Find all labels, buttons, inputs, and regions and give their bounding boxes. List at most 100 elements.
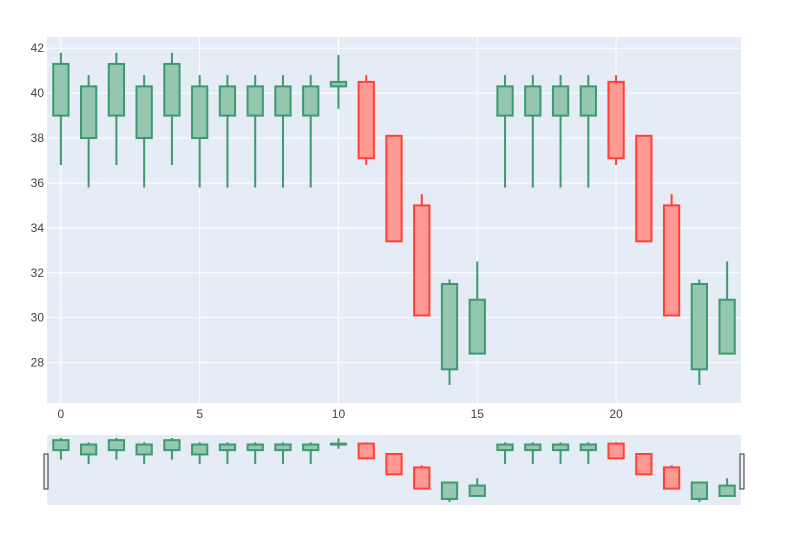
rangeslider-candle-18: [551, 442, 570, 464]
candle-20[interactable]: [607, 75, 625, 165]
candle-body: [107, 439, 126, 452]
candle-body: [107, 62, 126, 117]
candle-body: [274, 85, 292, 117]
candle-body: [690, 481, 708, 500]
candle-10[interactable]: [329, 54, 348, 109]
candle-body: [191, 85, 209, 140]
candle-9[interactable]: [302, 75, 320, 188]
y-tick-label: 38: [31, 131, 45, 145]
rangeslider-candle-19: [579, 442, 597, 464]
candle-21[interactable]: [635, 134, 653, 243]
candle-body: [718, 298, 736, 355]
candle-1[interactable]: [80, 75, 98, 188]
candle-body: [246, 443, 264, 452]
candle-18[interactable]: [551, 75, 570, 188]
rangeslider-candle-9: [302, 442, 320, 464]
rangeslider-candle-21: [635, 453, 653, 476]
candle-body: [468, 298, 486, 355]
rangeslider-left-handle[interactable]: [43, 453, 49, 490]
candle-3[interactable]: [135, 75, 153, 188]
candle-4[interactable]: [163, 52, 181, 165]
candle-body: [274, 443, 292, 452]
x-tick-label: 0: [58, 407, 65, 421]
candle-body: [607, 442, 625, 460]
rangeslider-candle-6: [218, 442, 237, 464]
candle-2[interactable]: [107, 52, 126, 165]
candle-19[interactable]: [579, 75, 597, 188]
candle-body: [579, 85, 597, 117]
candle-body: [302, 443, 320, 452]
candle-body: [135, 85, 153, 140]
candle-12[interactable]: [385, 134, 403, 243]
candle-body: [718, 484, 736, 497]
candle-body: [302, 85, 320, 117]
candle-11[interactable]: [357, 75, 375, 165]
rangeslider-candle-0: [52, 438, 70, 460]
candle-6[interactable]: [218, 75, 237, 188]
candle-7[interactable]: [246, 75, 264, 188]
candle-body: [52, 62, 70, 117]
rangeslider-candle-4: [163, 438, 181, 460]
rangeslider-right-handle[interactable]: [739, 453, 745, 490]
x-tick-label: 15: [471, 407, 485, 421]
rangeslider-candle-12: [385, 453, 403, 476]
candle-13[interactable]: [413, 194, 431, 317]
y-tick-label: 34: [31, 221, 45, 235]
candle-body: [551, 85, 570, 117]
candle-body: [191, 443, 209, 456]
y-axis-ticks: 28 30 32 34 36 38 40 42: [31, 41, 45, 369]
x-tick-label: 20: [609, 407, 623, 421]
y-tick-label: 40: [31, 86, 45, 100]
x-tick-label: 5: [196, 407, 203, 421]
main-candles[interactable]: [52, 52, 736, 386]
candle-0[interactable]: [52, 52, 70, 165]
candle-body: [218, 443, 237, 452]
candle-body: [690, 282, 708, 371]
candle-5[interactable]: [191, 75, 209, 188]
rangeslider-candle-7: [246, 442, 264, 464]
candle-body: [80, 443, 98, 456]
rangeslider-candle-10: [329, 438, 348, 449]
y-tick-label: 30: [31, 311, 45, 325]
candle-body: [80, 85, 98, 140]
candle-body: [496, 443, 514, 452]
candle-body: [496, 85, 514, 117]
y-tick-label: 36: [31, 176, 45, 190]
candle-14[interactable]: [440, 279, 459, 386]
candle-body: [579, 443, 597, 452]
rangeslider-candle-13: [413, 465, 431, 490]
candle-body: [163, 439, 181, 452]
candle-body: [385, 134, 403, 243]
candle-body: [385, 453, 403, 476]
rangeslider-candle-23: [690, 481, 708, 502]
rangeslider-candle-14: [440, 481, 459, 502]
candle-body: [440, 481, 459, 500]
candle-body: [329, 80, 348, 88]
rangeslider-candle-2: [107, 438, 126, 460]
candle-body: [357, 80, 375, 160]
candle-body: [413, 466, 431, 490]
candle-24[interactable]: [718, 261, 736, 355]
rangeslider-candle-3: [135, 442, 153, 464]
x-tick-label: 10: [332, 407, 346, 421]
candle-body: [607, 80, 625, 160]
candle-15[interactable]: [468, 261, 486, 355]
candle-body: [551, 443, 570, 452]
candle-body: [218, 85, 237, 117]
rangeslider-candle-5: [191, 442, 209, 464]
candle-body: [524, 85, 542, 117]
rangeslider-candle-16: [496, 442, 514, 464]
rangeslider-candle-20: [607, 442, 625, 460]
rangeslider-candle-24: [718, 478, 736, 497]
candle-body: [135, 443, 153, 456]
candle-16[interactable]: [496, 75, 514, 188]
candle-body: [440, 282, 459, 371]
candle-body: [468, 484, 486, 497]
x-axis-ticks: 0 5 10 15 20: [58, 407, 624, 421]
candle-8[interactable]: [274, 75, 292, 188]
candle-22[interactable]: [662, 194, 681, 317]
candle-23[interactable]: [690, 279, 708, 386]
rangeslider-candle-8: [274, 442, 292, 464]
candle-17[interactable]: [524, 75, 542, 188]
candle-body: [413, 204, 431, 317]
